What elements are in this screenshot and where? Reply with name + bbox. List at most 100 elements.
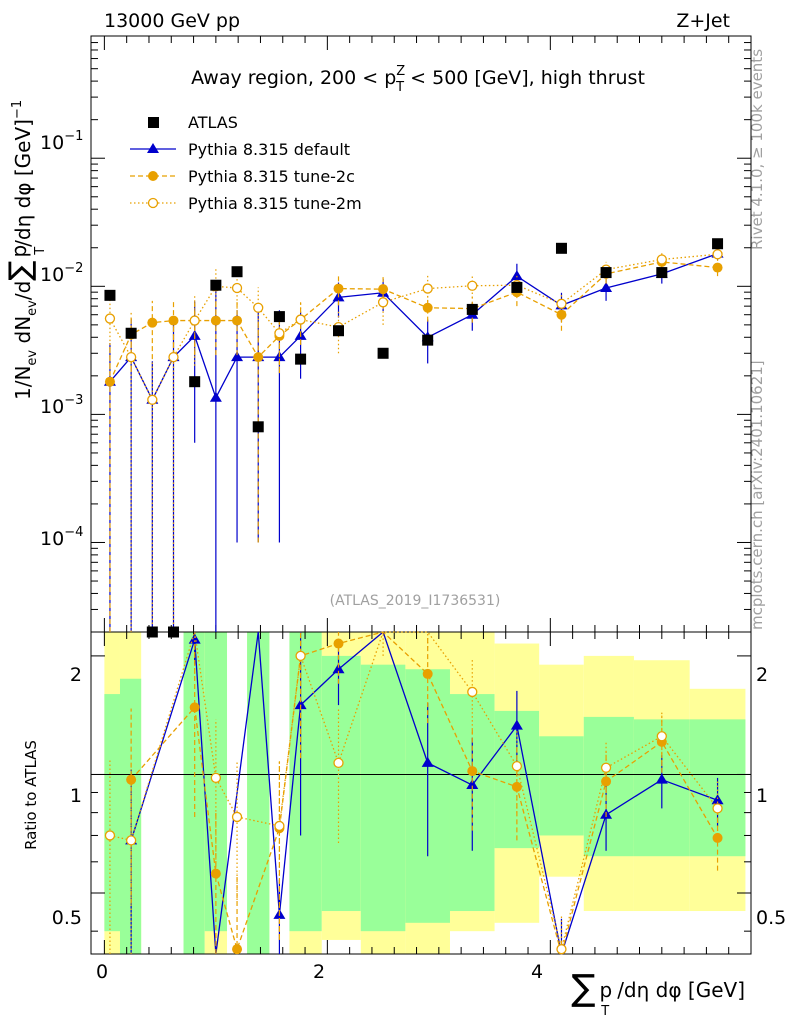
data-point-pythia-8-315-tune-2c <box>147 317 158 328</box>
series-line-pythia-8-315-tune-2c <box>109 261 718 382</box>
ratio-point-pythia-8-315-tune-2m <box>231 811 243 823</box>
process-label: Z+Jet <box>676 10 730 32</box>
data-point-pythia-8-315-tune-2c <box>210 315 221 326</box>
main-series-group <box>103 238 724 638</box>
ratio-point-pythia-8-315-tune-2c <box>333 638 344 649</box>
mcplots-label: mcplots.cern.ch [arXiv:2401.10621] <box>748 360 766 630</box>
data-point-atlas <box>125 327 137 339</box>
data-point-pythia-8-315-tune-2m <box>168 351 179 363</box>
y-tick-1e-2: 10−2 <box>40 261 83 286</box>
data-point-pythia-8-315-tune-2m <box>467 280 478 291</box>
legend-label-atlas: ATLAS <box>188 113 238 132</box>
energy-label: 13000 GeV pp <box>104 10 240 32</box>
analysis-id: (ATLAS_2019_I1736531) <box>330 593 501 609</box>
legend-marker-tune2c <box>148 171 158 181</box>
data-point-atlas <box>377 347 389 359</box>
data-point-pythia-8-315-default <box>600 282 613 293</box>
x-axis-label: ∑ p T/dη dφ [GeV] <box>571 968 745 1019</box>
data-point-pythia-8-315-tune-2m <box>295 314 306 325</box>
data-point-pythia-8-315-tune-2m <box>422 283 433 294</box>
legend-marker-default <box>147 143 159 153</box>
ratio-point-pythia-8-315-default <box>466 779 479 790</box>
y-tick-1e-4: 10−4 <box>40 525 83 550</box>
ratio-point-pythia-8-315-tune-2m <box>333 757 344 769</box>
ratio-point-pythia-8-315-default <box>655 773 668 784</box>
data-point-pythia-8-315-tune-2m <box>377 297 389 308</box>
y-tick-1e-1: 10−1 <box>40 129 83 154</box>
axes-group <box>91 35 751 954</box>
legend-marker-tune2m <box>147 197 159 209</box>
ratio-tick-0.5-right: 0.5 <box>756 907 786 929</box>
data-point-pythia-8-315-tune-2c <box>422 302 433 313</box>
data-point-atlas <box>712 238 724 250</box>
chart-title: Away region, 200 < pZ T < 500 [GeV], high… <box>191 64 645 95</box>
data-point-atlas <box>600 267 612 279</box>
data-point-pythia-8-315-tune-2m <box>253 302 264 313</box>
ratio-series-group <box>104 630 724 957</box>
ratio-point-pythia-8-315-tune-2c <box>126 774 137 785</box>
data-point-pythia-8-315-tune-2c <box>333 283 344 294</box>
data-point-pythia-8-315-tune-2c <box>232 315 243 326</box>
data-point-pythia-8-315-default <box>231 351 244 362</box>
data-point-atlas <box>511 281 523 293</box>
ratio-line-pythia-8-315-tune-2c <box>130 631 719 957</box>
ratio-tick-labels: 0.5 1 2 0.5 1 2 <box>52 664 786 929</box>
ratio-band-inner-4 <box>247 632 270 954</box>
rivet-label: Rivet 4.1.0, ≥ 100k events <box>748 49 766 250</box>
data-point-pythia-8-315-tune-2c <box>378 284 389 295</box>
data-point-pythia-8-315-tune-2c <box>556 309 567 320</box>
ratio-band-inner-0 <box>104 694 120 932</box>
ratio-band-inner-6 <box>321 655 361 912</box>
x-tick-2: 2 <box>313 961 325 983</box>
series-line-pythia-8-315-tune-2m <box>109 253 718 402</box>
data-point-pythia-8-315-tune-2m <box>656 254 667 265</box>
ratio-point-pythia-8-315-tune-2m <box>210 772 222 784</box>
ratio-point-pythia-8-315-tune-2m <box>712 803 723 814</box>
data-point-atlas <box>252 421 264 433</box>
x-tick-labels: 0 2 4 <box>96 961 543 983</box>
ratio-point-pythia-8-315-tune-2c <box>210 868 221 879</box>
legend-marker-atlas <box>148 117 159 128</box>
ratio-point-pythia-8-315-tune-2c <box>511 781 522 792</box>
ratio-point-pythia-8-315-tune-2m <box>467 686 478 698</box>
ratio-point-pythia-8-315-default <box>332 663 345 674</box>
ratio-band-inner-11 <box>539 736 584 836</box>
x-tick-4: 4 <box>531 961 543 983</box>
data-point-atlas <box>231 266 243 278</box>
data-point-atlas <box>104 289 116 301</box>
ratio-band-inner-7 <box>360 664 406 932</box>
data-point-pythia-8-315-default <box>510 270 523 281</box>
ratio-point-pythia-8-315-tune-2c <box>601 776 612 787</box>
data-point-atlas <box>466 303 478 315</box>
data-point-pythia-8-315-tune-2m <box>189 315 200 326</box>
ratio-tick-1-left: 1 <box>70 785 82 807</box>
data-point-pythia-8-315-tune-2m <box>556 298 567 309</box>
data-point-pythia-8-315-tune-2m <box>147 394 158 405</box>
ratio-band-group <box>104 632 746 954</box>
ratio-point-pythia-8-315-default <box>510 719 523 730</box>
data-point-atlas <box>189 376 201 388</box>
x-tick-0: 0 <box>96 961 108 983</box>
data-point-atlas <box>168 626 179 638</box>
data-point-pythia-8-315-tune-2c <box>168 315 179 326</box>
data-point-atlas <box>555 242 567 254</box>
ratio-point-pythia-8-315-default <box>294 699 307 710</box>
legend-label-default: Pythia 8.315 default <box>188 140 350 159</box>
data-point-pythia-8-315-tune-2m <box>274 328 285 339</box>
data-point-pythia-8-315-default <box>209 391 222 402</box>
data-point-atlas <box>295 353 307 365</box>
legend: ATLAS Pythia 8.315 default Pythia 8.315 … <box>130 113 362 213</box>
ratio-point-pythia-8-315-tune-2c <box>467 766 478 777</box>
ratio-band-inner-12 <box>583 716 634 857</box>
ratio-point-pythia-8-315-tune-2m <box>511 760 523 772</box>
ratio-y-label: Ratio to ATLAS <box>22 740 40 850</box>
ratio-point-pythia-8-315-tune-2c <box>422 668 433 679</box>
ratio-tick-2-left: 2 <box>70 664 82 686</box>
data-point-atlas <box>422 334 434 346</box>
ratio-tick-2-right: 2 <box>756 664 768 686</box>
data-point-atlas <box>146 626 158 638</box>
ratio-point-pythia-8-315-default <box>421 756 434 767</box>
data-point-atlas <box>210 279 222 291</box>
ratio-point-pythia-8-315-default <box>188 633 201 644</box>
